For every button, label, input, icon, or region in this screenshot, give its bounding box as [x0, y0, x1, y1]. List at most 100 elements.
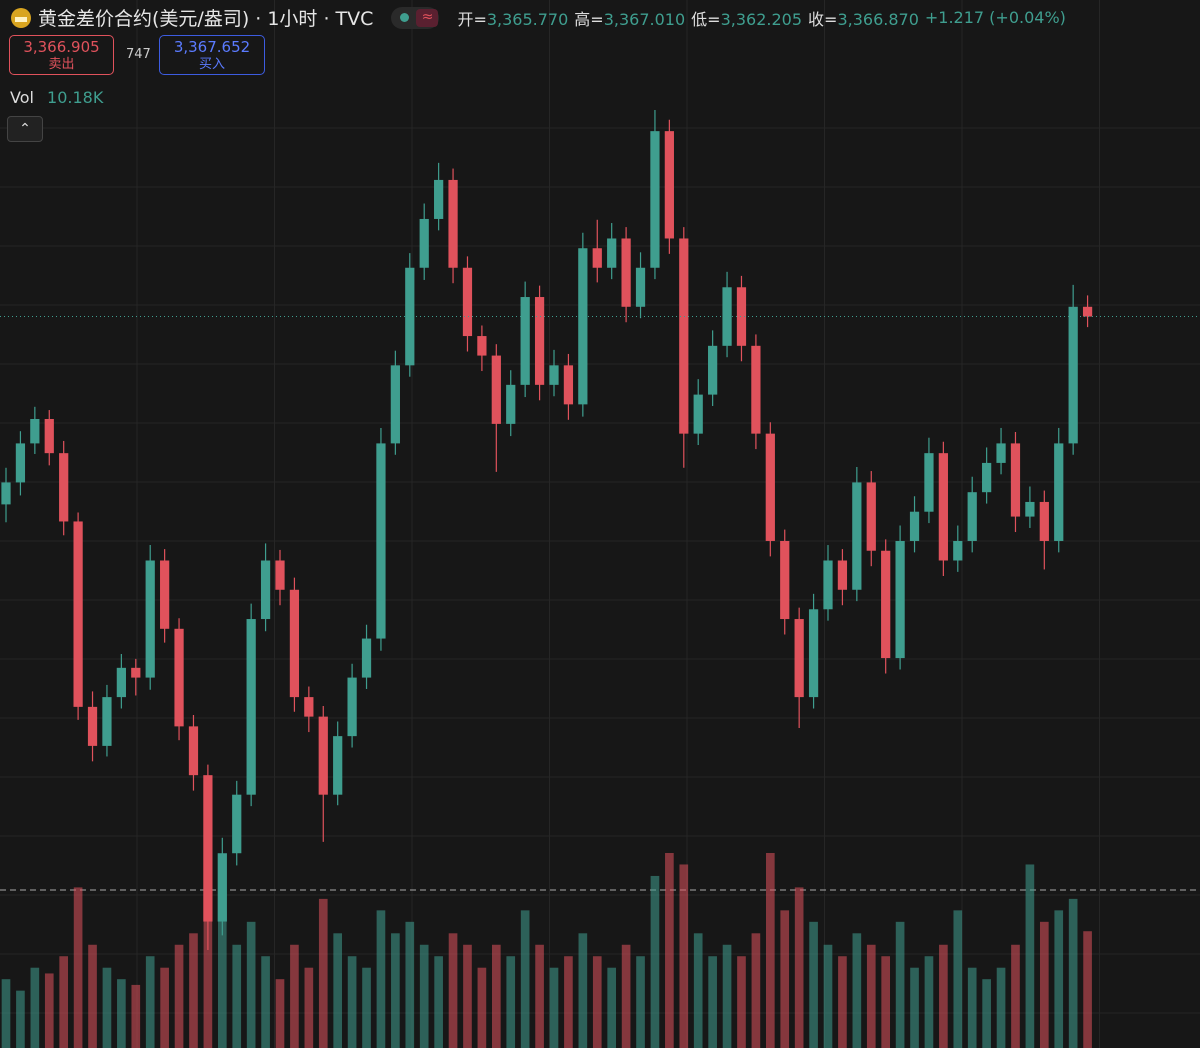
volume-bar	[261, 956, 270, 1048]
candle-body	[520, 297, 530, 385]
candle-body	[866, 482, 876, 551]
volume-bar	[751, 933, 761, 1048]
status-toggle[interactable]: ≈	[391, 6, 440, 29]
candle-body	[160, 560, 170, 629]
candle-body	[578, 248, 588, 405]
candle-body	[679, 238, 689, 434]
buy-price: 3,367.652	[173, 38, 251, 56]
volume-bar	[1025, 864, 1035, 1048]
volume-label: Vol	[10, 88, 34, 107]
volume-bar	[160, 967, 169, 1048]
ohlc-label: 高=	[574, 9, 604, 29]
candle-body	[333, 736, 343, 795]
ohlc-value: 3,366.870	[837, 9, 919, 29]
volume-bar	[982, 979, 991, 1048]
candle-body	[765, 433, 775, 541]
ohlc-value: 3,365.770	[486, 9, 569, 29]
candle-body	[477, 336, 487, 356]
candle-body	[347, 677, 357, 737]
volume-bar	[463, 944, 472, 1048]
volume-bar	[318, 898, 328, 1048]
candle-body	[938, 453, 948, 561]
candle-body	[895, 540, 905, 659]
candle-body	[203, 775, 213, 922]
candle-body	[607, 238, 617, 268]
volume-bar	[477, 967, 487, 1048]
volume-bar	[636, 956, 645, 1048]
ohlc-label: 低=	[691, 9, 721, 29]
volume-bar	[1068, 898, 1078, 1048]
volume-bar	[174, 944, 184, 1048]
volume-bar	[30, 967, 40, 1048]
volume-bar	[304, 967, 314, 1048]
candle-body	[1025, 501, 1035, 517]
volume-bar	[967, 967, 977, 1048]
volume-bar	[1011, 944, 1020, 1048]
volume-bar	[881, 956, 891, 1048]
volume-bar	[117, 979, 126, 1048]
candle-body	[1068, 306, 1078, 444]
volume-bar	[44, 973, 54, 1048]
volume-bar	[708, 956, 717, 1048]
volume-bar	[765, 853, 775, 1048]
candle-body	[722, 287, 732, 346]
volume-legend: Vol 10.18K	[10, 88, 103, 107]
ohlc-value: 3,367.010	[603, 9, 686, 29]
candle-body	[217, 853, 227, 922]
volume-bar	[780, 910, 790, 1048]
volume-bar	[578, 933, 588, 1048]
candle-body	[361, 638, 372, 678]
header: 黄金差价合约(美元/盎司) · 1小时 · TVC ≈ 开=3,365.770 高…	[10, 4, 1066, 31]
volume-bar	[434, 956, 443, 1048]
candle-body	[563, 365, 574, 405]
candle-body	[1054, 443, 1064, 541]
candle-body	[188, 726, 199, 776]
candle-body	[1039, 501, 1049, 541]
candle-body	[289, 589, 300, 698]
candle-body	[909, 511, 920, 541]
buy-button[interactable]: 3,367.652 买入	[159, 35, 265, 75]
candle-body	[318, 716, 328, 795]
spread: 747	[126, 47, 151, 62]
collapse-button[interactable]: ⌃	[7, 116, 43, 142]
volume-bar	[693, 933, 703, 1048]
volume-bar	[73, 887, 83, 1048]
volume-bar	[506, 956, 516, 1048]
volume-bar	[866, 944, 876, 1048]
volume-bar	[145, 956, 155, 1048]
volume-bar	[391, 933, 400, 1048]
buy-label: 买入	[198, 57, 225, 72]
candle-body	[852, 482, 862, 590]
volume-bar	[592, 956, 602, 1048]
volume-bar	[333, 933, 343, 1048]
volume-bar	[131, 984, 141, 1048]
volume-value: 10.18K	[47, 88, 104, 107]
candle-body	[491, 355, 501, 424]
candle-body	[434, 179, 444, 219]
candle-body	[448, 179, 458, 268]
volume-bar	[347, 956, 357, 1048]
volume-bar	[189, 933, 198, 1048]
ohlc-label: 开=	[457, 9, 487, 29]
volume-bar	[650, 875, 660, 1048]
candle-body	[924, 453, 934, 512]
candle-body	[794, 619, 804, 698]
volume-bar	[838, 956, 847, 1048]
volume-bar	[564, 956, 573, 1048]
candle-body	[102, 697, 112, 746]
candle-body	[304, 697, 314, 717]
candle-body	[462, 267, 473, 337]
volume-bar	[491, 944, 501, 1048]
candle-body	[506, 384, 516, 424]
candle-body	[390, 365, 400, 444]
candle-body	[44, 419, 54, 454]
candle-body	[650, 131, 660, 268]
candle-body	[967, 492, 977, 541]
volume-bar	[290, 944, 299, 1048]
sell-button[interactable]: 3,366.905 卖出	[9, 35, 114, 75]
candle-body	[837, 560, 848, 590]
candle-body	[621, 238, 631, 307]
sell-price: 3,366.905	[23, 38, 100, 56]
volume-bar	[852, 933, 862, 1048]
